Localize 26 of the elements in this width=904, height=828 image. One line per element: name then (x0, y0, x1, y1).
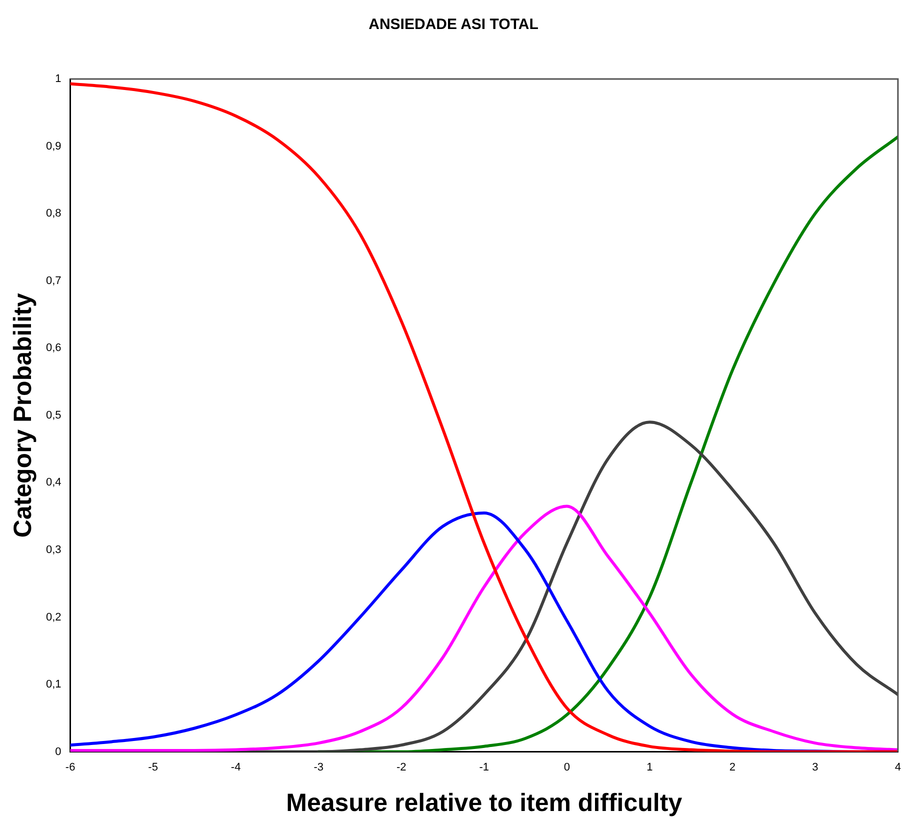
y-tick-label: 1 (55, 73, 62, 86)
y-tick-label: 0 (55, 746, 62, 758)
line-series (70, 82, 898, 752)
y-tick-label: 0,1 (46, 678, 62, 691)
x-tick-label: -3 (314, 761, 324, 774)
y-tick-label: 0,4 (46, 476, 62, 489)
x-tick-label: 4 (894, 761, 902, 774)
chart-title: ANSIEDADE ASI TOTAL (368, 16, 538, 34)
x-tick-label: -5 (148, 761, 158, 774)
x-tick-label: -6 (65, 761, 76, 774)
y-tick-label: 0,5 (46, 409, 62, 422)
x-tick-label: 0 (564, 761, 570, 774)
y-tick-label: 0,6 (46, 342, 62, 354)
x-tick-label: -1 (479, 761, 490, 774)
y-tick-label: 0,8 (46, 208, 62, 220)
y-axis-title: Category Probability (8, 293, 37, 538)
x-tick-label: -4 (230, 761, 241, 774)
x-tick-label: 3 (812, 761, 818, 774)
x-tick-label: 1 (646, 761, 653, 774)
y-tick-label: 0,9 (46, 140, 62, 152)
x-tick-label: -2 (396, 761, 406, 774)
y-tick-label: 0,2 (46, 611, 62, 624)
x-tick-label: 2 (729, 761, 736, 774)
y-tick-label: 0,3 (46, 544, 62, 556)
x-axis-title: Measure relative to item difficulty (286, 788, 682, 817)
y-tick-label: 0,7 (46, 274, 62, 287)
